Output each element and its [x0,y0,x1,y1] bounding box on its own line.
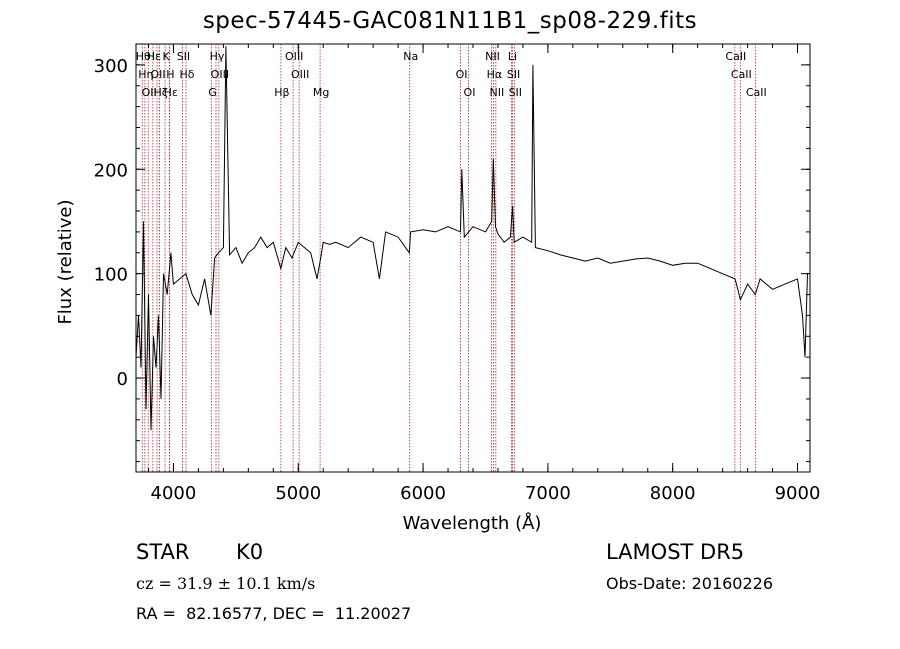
line-marker-label: Li [508,50,517,63]
x-tick-label: 5000 [275,483,321,504]
line-marker-label: CaII [725,50,746,63]
line-marker-label: OI [456,68,468,81]
line-marker-label: OII [142,86,157,99]
line-marker-label: H [166,68,174,81]
y-tick-label: 100 [94,265,128,286]
line-marker-label: CaII [731,68,752,81]
y-axis-label: Flux (relative) [55,199,76,324]
redshift-velocity: cz = 31.9 ± 10.1 km/s [136,574,316,593]
line-marker-label: Hα [487,68,503,81]
y-tick-label: 200 [94,160,128,181]
line-marker-label: K [162,50,170,63]
line-marker-label: OIII [285,50,303,63]
x-tick-label: 6000 [400,483,446,504]
line-marker-label: OI [464,86,476,99]
line-marker-label: NII [489,86,504,99]
line-marker-label: Hε [147,50,161,63]
line-marker-label: Hη [138,68,153,81]
line-marker-label: Hε [164,86,178,99]
x-axis-label: Wavelength (Å) [403,512,542,534]
spectrum-line [135,46,808,431]
observation-date: Obs-Date: 20160226 [606,574,774,593]
chart-title: spec-57445-GAC081N11B1_sp08-229.fits [202,8,698,34]
line-marker-label: SII [509,86,522,99]
line-marker-label: Mg [313,86,329,99]
line-marker-label: Hδ [180,68,195,81]
object-subclass: K0 [236,540,264,564]
line-marker-label: SII [177,50,190,63]
object-class: STAR [136,540,190,564]
line-marker-label: Na [403,50,418,63]
x-tick-label: 4000 [151,483,197,504]
line-marker-label: Hγ [210,50,225,63]
line-marker-label: SII [507,68,520,81]
x-tick-label: 9000 [775,483,821,504]
line-marker-label: Hθ [136,50,151,63]
y-tick-label: 300 [94,56,128,77]
line-marker-label: G [208,86,217,99]
line-marker-label: OIII [211,68,229,81]
plot-frame [135,43,811,473]
line-marker-label: OII [151,68,166,81]
line-marker-label: NII [485,50,500,63]
line-marker-label: Hζ [153,86,167,99]
line-marker-label: Hβ [274,86,289,99]
line-marker-label: OIII [291,68,309,81]
coordinates: RA = 82.16577, DEC = 11.20027 [136,604,412,623]
line-marker-label: CaII [746,86,767,99]
x-tick-label: 7000 [525,483,571,504]
survey-name: LAMOST DR5 [606,540,745,564]
x-tick-label: 8000 [650,483,696,504]
y-tick-label: 0 [117,369,128,390]
